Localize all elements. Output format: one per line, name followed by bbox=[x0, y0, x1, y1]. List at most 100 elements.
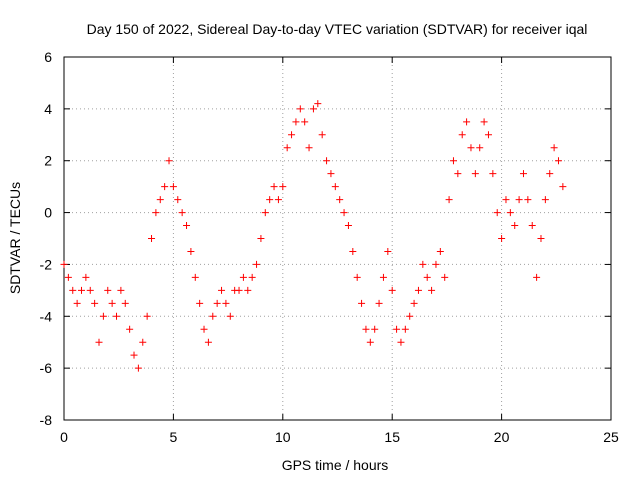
data-point bbox=[476, 144, 484, 152]
data-point bbox=[95, 338, 103, 346]
data-point bbox=[366, 338, 374, 346]
data-point bbox=[419, 260, 427, 268]
data-point bbox=[178, 209, 186, 217]
data-point bbox=[480, 118, 488, 126]
data-point bbox=[69, 286, 77, 294]
data-point bbox=[533, 273, 541, 281]
data-point bbox=[379, 273, 387, 281]
data-point bbox=[537, 235, 545, 242]
x-tick-label: 5 bbox=[170, 429, 178, 445]
data-point bbox=[353, 273, 361, 281]
data-point bbox=[445, 196, 453, 204]
data-point bbox=[401, 325, 409, 333]
data-point bbox=[349, 247, 357, 255]
data-point bbox=[283, 144, 291, 152]
data-point bbox=[327, 170, 335, 178]
data-point bbox=[204, 338, 212, 346]
data-point bbox=[336, 196, 344, 204]
data-point bbox=[384, 247, 392, 255]
data-point bbox=[266, 196, 274, 204]
y-tick-label: -2 bbox=[40, 256, 53, 272]
data-point bbox=[78, 286, 86, 294]
data-point bbox=[296, 105, 304, 113]
data-point bbox=[414, 286, 422, 294]
data-point bbox=[209, 312, 217, 320]
x-tick-label: 10 bbox=[275, 429, 291, 445]
data-point bbox=[239, 273, 247, 281]
y-axis-label: SDTVAR / TECUs bbox=[7, 182, 23, 294]
data-point bbox=[511, 222, 519, 230]
tick-labels: 0 5 10 15 20 25 -8 -6 -4 -2 0 2 4 6 bbox=[40, 49, 619, 445]
y-tick-label: -8 bbox=[40, 412, 53, 428]
data-point bbox=[423, 273, 431, 281]
data-point bbox=[191, 273, 199, 281]
data-point bbox=[222, 299, 230, 307]
data-point bbox=[489, 170, 497, 178]
x-tick-label: 25 bbox=[603, 429, 619, 445]
x-axis-label: GPS time / hours bbox=[282, 457, 389, 473]
data-point bbox=[134, 364, 142, 372]
data-point bbox=[428, 286, 436, 294]
data-point bbox=[358, 299, 366, 307]
data-point bbox=[436, 247, 444, 255]
data-point bbox=[559, 183, 567, 191]
chart-title: Day 150 of 2022, Sidereal Day-to-day VTE… bbox=[87, 21, 588, 37]
y-tick-label: 2 bbox=[44, 153, 52, 169]
y-tick-label: 0 bbox=[44, 205, 52, 221]
data-point bbox=[388, 286, 396, 294]
data-point bbox=[270, 183, 278, 191]
data-point bbox=[253, 260, 261, 268]
data-point bbox=[292, 118, 300, 126]
data-point bbox=[126, 325, 134, 333]
data-point bbox=[274, 196, 282, 204]
plot-frame bbox=[63, 56, 612, 421]
data-point bbox=[528, 222, 536, 230]
data-point bbox=[546, 170, 554, 178]
data-point bbox=[484, 131, 492, 139]
data-point bbox=[397, 338, 405, 346]
data-point bbox=[454, 170, 462, 178]
data-point bbox=[441, 273, 449, 281]
data-point bbox=[91, 299, 99, 307]
data-point bbox=[213, 299, 221, 307]
data-point bbox=[323, 157, 331, 165]
data-point bbox=[340, 209, 348, 217]
data-point bbox=[314, 100, 322, 108]
axes bbox=[63, 56, 612, 421]
y-tick-label: 4 bbox=[44, 101, 52, 117]
data-point bbox=[288, 131, 296, 139]
data-point bbox=[226, 312, 234, 320]
data-point bbox=[261, 209, 269, 217]
data-point bbox=[318, 131, 326, 139]
data-point bbox=[331, 183, 339, 191]
y-tick-label: 6 bbox=[44, 49, 52, 65]
data-point bbox=[108, 299, 116, 307]
data-point bbox=[257, 235, 265, 242]
data-point bbox=[362, 325, 370, 333]
data-point bbox=[148, 235, 156, 242]
data-point bbox=[371, 325, 379, 333]
data-point bbox=[196, 299, 204, 307]
data-point bbox=[130, 351, 138, 359]
data-point bbox=[174, 196, 182, 204]
data-point bbox=[467, 144, 475, 152]
data-point bbox=[235, 286, 243, 294]
data-point bbox=[554, 157, 562, 165]
data-point bbox=[104, 286, 112, 294]
data-point bbox=[524, 196, 532, 204]
data-point bbox=[541, 196, 549, 204]
data-point bbox=[279, 183, 287, 191]
data-point bbox=[406, 312, 414, 320]
data-point bbox=[393, 325, 401, 333]
data-point bbox=[244, 286, 252, 294]
data-point bbox=[449, 157, 457, 165]
data-point bbox=[410, 299, 418, 307]
data-point bbox=[64, 273, 72, 281]
y-tick-label: -6 bbox=[40, 360, 53, 376]
x-tick-label: 20 bbox=[494, 429, 510, 445]
data-point bbox=[113, 312, 121, 320]
data-point bbox=[375, 299, 383, 307]
data-point bbox=[458, 131, 466, 139]
data-point bbox=[432, 260, 440, 268]
